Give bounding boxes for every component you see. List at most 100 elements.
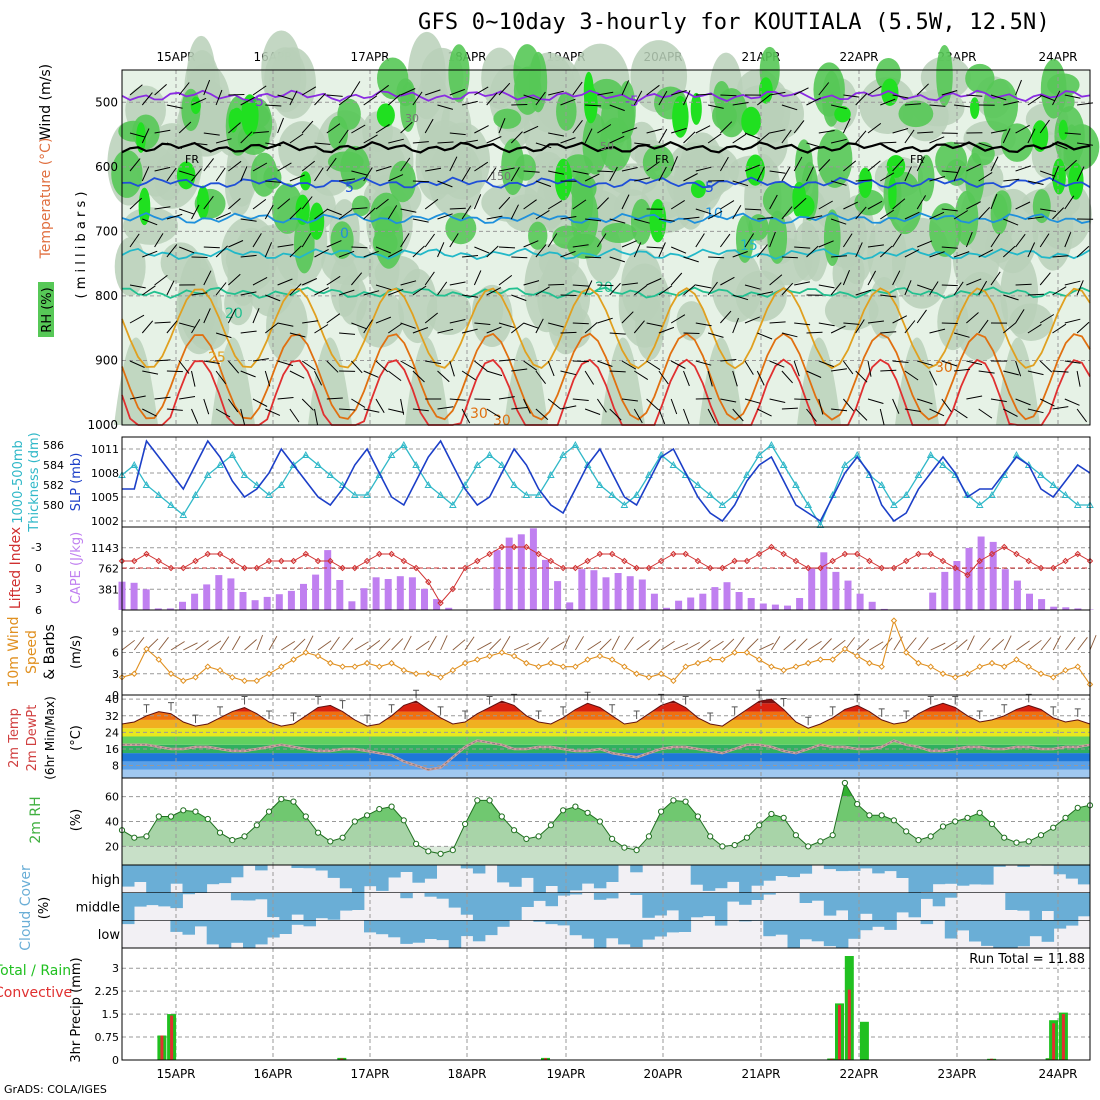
cloud-cell (666, 892, 679, 911)
rh2m-point (290, 798, 297, 805)
temp-label-2: 2m DewPt (25, 705, 40, 772)
cloud-cell (327, 892, 341, 920)
wind-barb (929, 211, 945, 220)
wind-barb (375, 360, 389, 373)
wind-barb (191, 370, 196, 387)
li-tick: -3 (31, 541, 42, 554)
wind-barb (535, 142, 552, 149)
wind-barb (547, 200, 563, 210)
temp-minmax (413, 689, 420, 699)
wind-barb (794, 322, 811, 326)
wind-barb (412, 91, 423, 106)
rh-shade (834, 105, 851, 123)
wind-barb (1052, 142, 1068, 150)
wind-barb (215, 167, 226, 182)
wind-barb (806, 142, 823, 148)
li-point (731, 557, 738, 565)
precip-tick: 0.75 (95, 1031, 120, 1044)
wind-speed-point (804, 659, 812, 667)
wind-speed-point (719, 656, 726, 663)
wind-speed-point (486, 652, 493, 660)
cloud-cell (956, 920, 970, 931)
wind-speed-point (253, 677, 260, 685)
wind-barb (1052, 406, 1069, 410)
cloud-cell (739, 920, 752, 922)
wind-barb (1039, 314, 1055, 324)
cloud-cell (497, 920, 510, 927)
cape-bar (868, 601, 876, 610)
slp-tick: 1005 (91, 491, 119, 504)
wind-barb (227, 398, 239, 413)
wind-speed-point (339, 663, 346, 670)
li-point (547, 557, 555, 565)
surface-wind-barb (268, 635, 278, 651)
wind-barb (240, 166, 248, 182)
rh2m-tick: 20 (105, 840, 119, 853)
wind10-label-4: (m/s) (69, 635, 84, 669)
wind-barb (425, 89, 441, 96)
wind-barb (1076, 245, 1090, 258)
bottom-date-label: 17APR (350, 1067, 389, 1081)
rh2m-point (351, 818, 358, 825)
rh2m-point (878, 812, 885, 819)
wind-speed-point (155, 656, 162, 663)
rh-shade (741, 106, 762, 136)
wind-speed-point (216, 667, 224, 674)
pressure-tick: 600 (95, 160, 118, 174)
wind-barb (769, 360, 785, 368)
wind-barb (978, 171, 993, 182)
surface-wind-barb (758, 642, 774, 651)
thickness-point (596, 480, 604, 488)
thickness-point (326, 470, 335, 478)
wind-barb (818, 200, 833, 210)
contour-label: -5 (250, 94, 264, 110)
wind-barb (486, 136, 502, 144)
wind-barb (719, 233, 731, 248)
surface-wind-barb (170, 641, 185, 651)
rh-shade (584, 85, 598, 124)
wind-barb (166, 408, 183, 411)
cloud-cell (896, 892, 909, 913)
wind10-label-1: 10m Wind (6, 616, 22, 687)
rh-shade (356, 289, 405, 348)
wind-barb (990, 193, 998, 210)
precip-total-bar (859, 1021, 869, 1060)
rh-shade (111, 149, 143, 198)
rh2m-point (1001, 834, 1008, 841)
cape-bar (989, 541, 997, 610)
cape-bar (384, 579, 392, 610)
temp-minmax (535, 710, 542, 719)
wind-barb (1039, 272, 1051, 286)
wind-barb (585, 104, 602, 107)
contour-label: 10 (705, 206, 723, 222)
rh2m-point (756, 822, 763, 829)
wind-barb (301, 86, 317, 96)
bottom-date-label: 15APR (156, 1067, 195, 1081)
temp-minmax (168, 702, 175, 711)
cloud-cell (436, 920, 450, 941)
wind-barb (929, 328, 946, 334)
wind-barb (240, 218, 257, 222)
cloud-cell (593, 920, 607, 948)
wind-barb (683, 408, 690, 425)
cloud-cell (206, 920, 220, 945)
rh-shade (405, 337, 449, 425)
wind-speed-point (866, 659, 873, 667)
wind-barb (326, 397, 343, 400)
wind-barb (609, 218, 626, 224)
wind-speed-point (167, 670, 175, 677)
wind-barb (560, 216, 577, 220)
rh-shade (824, 290, 879, 331)
wind-barb (584, 280, 593, 296)
wind-barb (892, 398, 900, 414)
temp-minmax (878, 708, 885, 717)
surface-wind-barb (807, 640, 822, 651)
cloud-cell (533, 892, 546, 901)
cloud-cell (424, 892, 437, 897)
wind-barb (277, 244, 294, 248)
thickness-point (1037, 470, 1045, 478)
cloud-cell (823, 920, 837, 947)
wind-barb (904, 129, 915, 144)
pressure-tick: 900 (95, 353, 118, 367)
rh-shade (762, 182, 798, 218)
